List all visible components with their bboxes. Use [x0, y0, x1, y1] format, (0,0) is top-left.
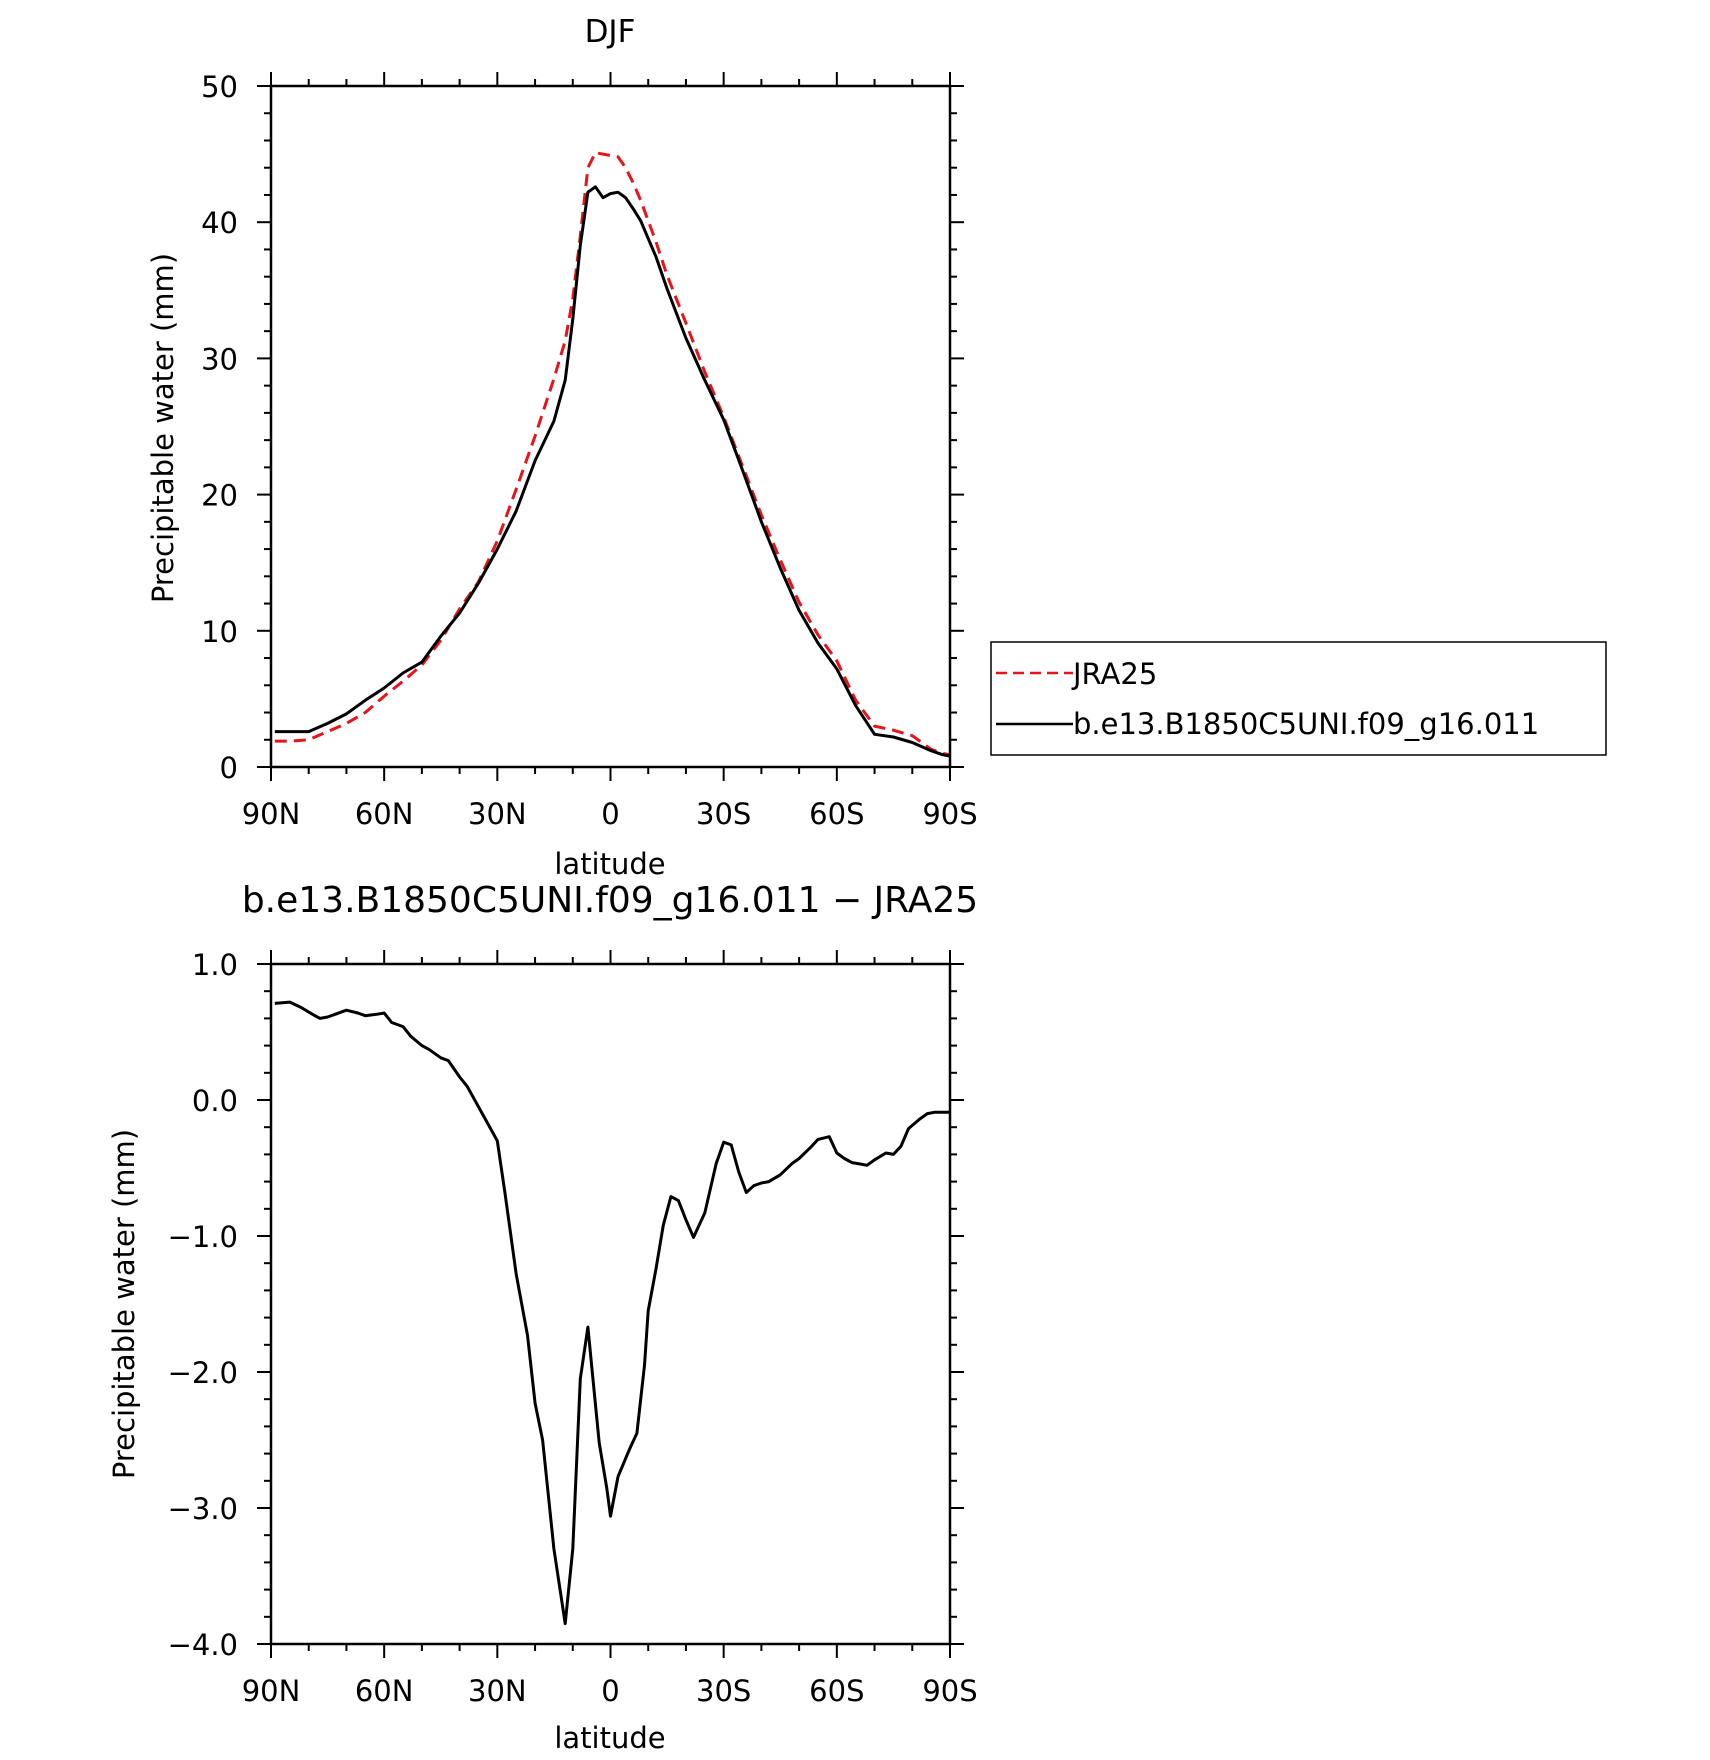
top-chart-xtick-label: 30N: [468, 797, 527, 831]
bottom-chart-xtick-label: 0: [601, 1674, 619, 1708]
bottom-chart-ytick-label: −3.0: [168, 1492, 238, 1526]
top-chart-xtick-label: 60S: [809, 797, 864, 831]
bottom-chart-series-line-1: [274, 1000, 950, 1626]
top-chart-xlabel: latitude: [554, 847, 665, 881]
bottom-chart-panel: b.e13.B1850C5UNI.f09_g16.011 − JRA25 lat…: [107, 880, 978, 1755]
top-chart-ytick-label: 40: [201, 206, 238, 240]
top-chart-plot: 90N 60N 30N 0 30S 60S 90S 0 10 20 30 40 50: [201, 70, 978, 831]
bottom-chart-plot: 90N 60N 30N 0 30S 60S 90S 1.0 0.0 −1.0 −2.0 −3.0 −4.…: [168, 948, 978, 1708]
top-chart-panel: DJF latitude Precipitable water (mm) 90N…: [146, 14, 1607, 881]
top-chart-ytick-label: 30: [201, 342, 238, 376]
bottom-chart-ytick-label: −2.0: [168, 1356, 238, 1390]
top-chart-legend: JRA25 b.e13.B1850C5UNI.f09_g16.011: [990, 641, 1607, 756]
bottom-chart-xtick-label: 90N: [242, 1674, 301, 1708]
bottom-chart-xtick-label: 30N: [468, 1674, 527, 1708]
top-chart-xtick-label: 60N: [355, 797, 414, 831]
top-chart-ytick-label: 0: [220, 751, 238, 785]
top-chart-series-line-2: [274, 185, 951, 758]
top-chart-xtick-label: 90S: [922, 797, 977, 831]
top-chart-xtick-label: 90N: [242, 797, 301, 831]
bottom-chart-title: b.e13.B1850C5UNI.f09_g16.011 − JRA25: [242, 880, 978, 921]
bottom-chart-ylabel: Precipitable water (mm): [107, 1129, 141, 1479]
top-chart-title: DJF: [585, 14, 636, 50]
bottom-chart-xtick-label: 60N: [355, 1674, 414, 1708]
bottom-chart-ytick-label: 0.0: [192, 1084, 238, 1118]
bottom-chart-xtick-label: 90S: [922, 1674, 977, 1708]
legend-box: [990, 641, 1607, 756]
legend-label-jra25: JRA25: [1071, 657, 1157, 691]
top-chart-series-line-1: [274, 151, 951, 757]
bottom-chart-ytick-label: −4.0: [168, 1628, 238, 1662]
bottom-chart-xlabel: latitude: [554, 1721, 665, 1755]
bottom-chart-frame: [269, 962, 952, 1646]
top-chart-ylabel: Precipitable water (mm): [146, 253, 180, 603]
bottom-chart-ytick-label: 1.0: [192, 948, 238, 982]
bottom-chart-xtick-label: 30S: [696, 1674, 751, 1708]
top-chart-ytick-label: 20: [201, 479, 238, 513]
legend-label-model: b.e13.B1850C5UNI.f09_g16.011: [1073, 707, 1539, 741]
bottom-chart-ytick-label: −1.0: [168, 1220, 238, 1254]
top-chart-xtick-label: 30S: [696, 797, 751, 831]
top-chart-ytick-label: 50: [201, 70, 238, 104]
top-chart-ytick-label: 10: [201, 615, 238, 649]
top-chart-frame: [269, 84, 952, 769]
top-chart-xtick-label: 0: [601, 797, 619, 831]
bottom-chart-xtick-label: 60S: [809, 1674, 864, 1708]
